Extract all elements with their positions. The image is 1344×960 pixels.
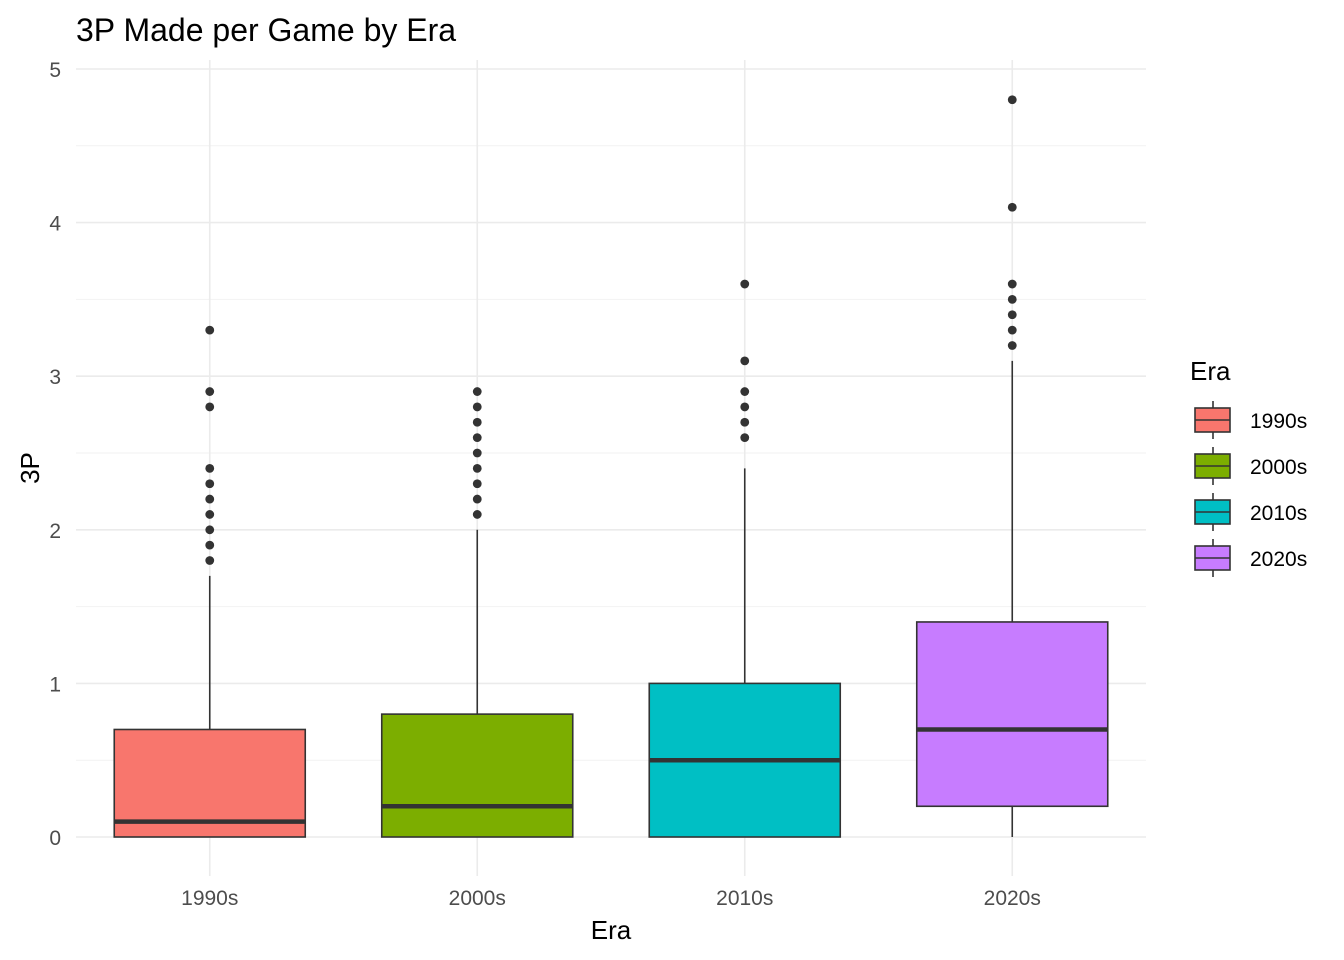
outlier-point bbox=[472, 402, 482, 412]
outlier-point bbox=[205, 387, 215, 396]
x-axis-label: Era bbox=[591, 915, 632, 945]
outlier-point bbox=[1007, 310, 1017, 320]
box-2010s bbox=[648, 279, 842, 838]
outlier-point bbox=[740, 402, 750, 412]
chart-title: 3P Made per Game by Era bbox=[76, 12, 456, 48]
outlier-point bbox=[205, 479, 215, 489]
y-tick-label: 3 bbox=[49, 366, 61, 389]
x-axis-ticks: 1990s 2000s 2010s 2020s bbox=[181, 887, 1041, 910]
outlier-point bbox=[472, 387, 482, 396]
outlier-point bbox=[472, 417, 482, 427]
outlier-point bbox=[472, 510, 482, 519]
outlier-point bbox=[205, 325, 215, 335]
legend-label: 2000s bbox=[1250, 456, 1307, 479]
outlier-point bbox=[1007, 325, 1017, 335]
outlier-point bbox=[205, 556, 215, 565]
outlier-point bbox=[740, 356, 750, 366]
outlier-point bbox=[205, 525, 215, 535]
boxes bbox=[113, 95, 1109, 838]
outlier-point bbox=[472, 463, 482, 473]
box-body bbox=[915, 621, 1109, 808]
outlier-point bbox=[1007, 295, 1017, 304]
box-2020s bbox=[915, 95, 1109, 837]
y-axis-ticks: 0 1 2 3 4 5 bbox=[49, 59, 61, 850]
box-2000s bbox=[380, 387, 574, 838]
legend-key-2010s bbox=[1194, 493, 1231, 531]
y-tick-label: 2 bbox=[49, 520, 61, 543]
outlier-point bbox=[472, 433, 482, 443]
x-tick-label: 1990s bbox=[181, 887, 238, 910]
outlier-point bbox=[1007, 202, 1017, 212]
outlier-point bbox=[1007, 95, 1017, 105]
y-tick-label: 0 bbox=[49, 827, 61, 850]
x-tick-label: 2020s bbox=[984, 887, 1041, 910]
outlier-point bbox=[740, 433, 750, 443]
legend-label: 2010s bbox=[1250, 502, 1307, 525]
outlier-point bbox=[740, 387, 750, 396]
legend-key-1990s bbox=[1194, 401, 1231, 439]
legend-key-2020s bbox=[1194, 539, 1231, 577]
box-1990s bbox=[113, 325, 307, 838]
y-tick-label: 4 bbox=[49, 213, 61, 236]
outlier-point bbox=[1007, 341, 1017, 350]
legend-label: 1990s bbox=[1250, 410, 1307, 433]
x-tick-label: 2010s bbox=[716, 887, 773, 910]
outlier-point bbox=[205, 510, 215, 519]
x-tick-label: 2000s bbox=[449, 887, 506, 910]
outlier-point bbox=[205, 540, 215, 550]
outlier-point bbox=[472, 479, 482, 489]
box-body bbox=[113, 728, 307, 838]
outlier-point bbox=[740, 279, 750, 289]
box-body bbox=[380, 713, 574, 838]
y-tick-label: 5 bbox=[49, 59, 61, 82]
outlier-point bbox=[205, 402, 215, 412]
legend: Era 1990s 2000s 2010s 2020s bbox=[1190, 356, 1307, 577]
outlier-point bbox=[472, 494, 482, 504]
outlier-point bbox=[1007, 279, 1017, 289]
y-axis-label: 3P bbox=[15, 452, 45, 484]
outlier-point bbox=[740, 417, 750, 427]
y-tick-label: 1 bbox=[49, 673, 61, 696]
legend-title: Era bbox=[1190, 356, 1231, 386]
outlier-point bbox=[205, 494, 215, 504]
legend-key-2000s bbox=[1194, 447, 1231, 485]
legend-label: 2020s bbox=[1250, 548, 1307, 571]
outlier-point bbox=[205, 463, 215, 473]
outlier-point bbox=[472, 448, 482, 458]
